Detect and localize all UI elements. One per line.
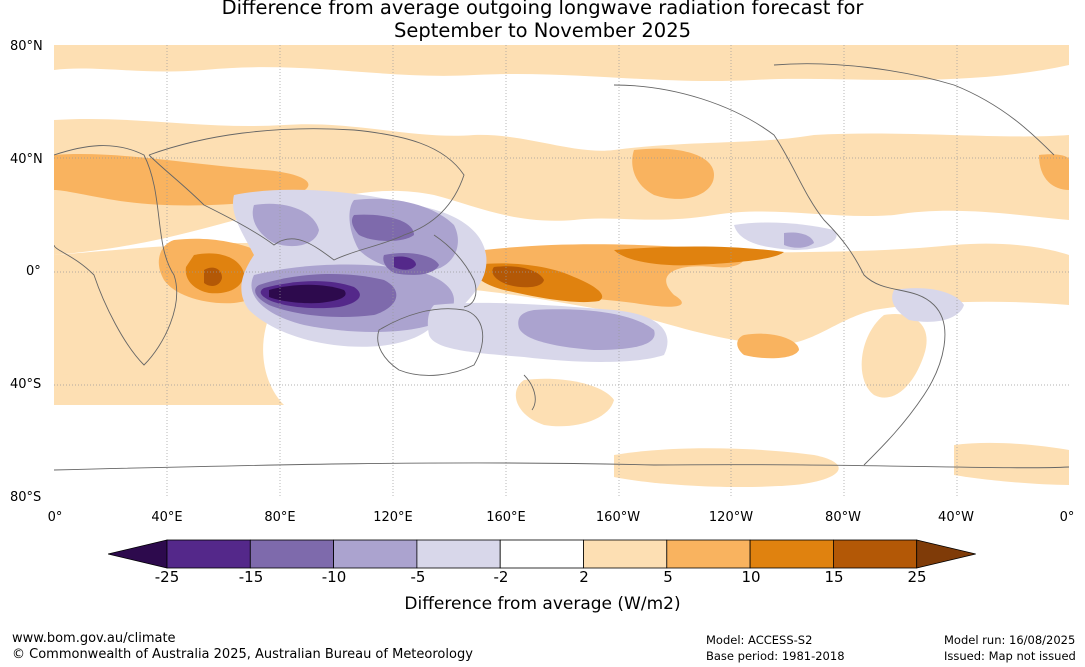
graticule [54,45,1069,498]
colorbar-segment [749,539,834,569]
legend-tick: 10 [741,568,761,586]
title-line-2: September to November 2025 [393,19,692,42]
colorbar-extend-high [916,539,976,569]
lon-label-80w: 80°W [825,510,861,525]
ocean-map [54,45,1069,498]
lon-label-120e: 120°E [373,510,413,525]
anomaly-map-svg [54,45,1069,498]
lat-label-80n: 80°N [10,39,43,54]
lat-label-40n: 40°N [10,152,43,167]
colorbar-segment [249,539,335,569]
footer-issued: Issued: Map not issued [944,649,1076,663]
lon-label-80e: 80°E [264,510,296,525]
title-line-1: Difference from average outgoing longwav… [221,0,864,19]
positive-anomaly-regions [54,45,1069,488]
legend-tick: 15 [824,568,844,586]
lon-label-160e: 160°E [486,510,526,525]
legend-tick: -5 [410,568,426,586]
legend-tick: -25 [154,568,180,586]
colorbar-segment [499,539,584,569]
colorbar-segment [666,539,751,569]
colorbar-segment [583,539,668,569]
footer-base-period: Base period: 1981-2018 [706,649,845,663]
colorbar [107,539,978,569]
lon-label-40e: 40°E [151,510,183,525]
footer-url: www.bom.gov.au/climate [12,631,176,646]
lon-label-120w: 120°W [708,510,754,525]
lon-label-360: 0° [1059,510,1075,525]
lat-label-equator: 0° [26,264,41,279]
legend-tick: 5 [663,568,673,586]
legend-title: Difference from average (W/m2) [404,594,681,614]
colorbar-extend-low [107,539,168,569]
footer-model-run: Model run: 16/08/2025 [944,633,1076,647]
legend-tick: -15 [238,568,264,586]
legend-tick: 25 [907,568,927,586]
colorbar-segment [166,539,251,569]
legend-tick: -10 [321,568,347,586]
coastlines [54,63,1069,471]
negative-anomaly-regions [233,189,964,362]
lon-label-0: 0° [47,510,63,525]
legend-tick: -2 [493,568,509,586]
footer-model: Model: ACCESS-S2 [706,633,813,647]
colorbar-segment [333,539,418,569]
footer-copyright: © Commonwealth of Australia 2025, Austra… [12,647,473,662]
colorbar-segment [833,539,918,569]
map-title: Difference from average outgoing longwav… [0,0,1085,42]
lat-label-40s: 40°S [10,377,42,392]
colorbar-segment [416,539,501,569]
lat-label-80s: 80°S [10,490,42,505]
lon-label-40w: 40°W [938,510,974,525]
colorbar-svg [107,539,976,569]
legend-tick: 2 [579,568,589,586]
lon-label-160w: 160°W [595,510,641,525]
